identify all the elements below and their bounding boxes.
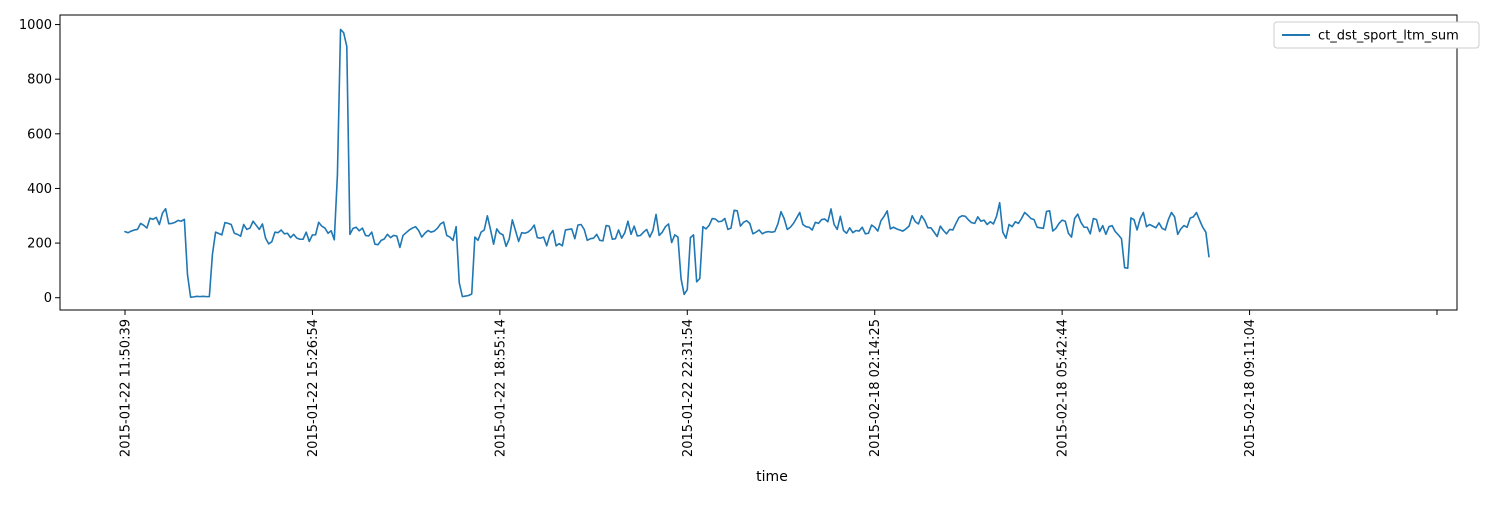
y-tick-label: 0 xyxy=(44,291,52,306)
legend: ct_dst_sport_ltm_sum xyxy=(1274,22,1479,48)
y-tick-label: 200 xyxy=(27,237,52,252)
y-tick-label: 400 xyxy=(27,182,52,197)
y-tick-label: 1000 xyxy=(19,18,52,33)
x-tick-label: 2015-01-22 18:55:14 xyxy=(493,319,508,457)
x-axis: 2015-01-22 11:50:39 2015-01-22 15:26:54 20… xyxy=(119,310,1438,457)
x-tick-label: 2015-01-22 22:31:54 xyxy=(681,319,696,457)
legend-label: ct_dst_sport_ltm_sum xyxy=(1318,29,1459,44)
x-tick-label: 2015-02-18 02:14:25 xyxy=(868,319,883,457)
x-tick-label: 2015-01-22 15:26:54 xyxy=(306,319,321,457)
x-tick-label: 2015-02-18 05:42:44 xyxy=(1056,319,1071,457)
x-tick-label: 2015-01-22 11:50:39 xyxy=(119,319,134,457)
y-tick-label: 600 xyxy=(27,127,52,142)
plot-area xyxy=(60,15,1457,310)
y-tick-label: 800 xyxy=(27,73,52,88)
x-axis-label: time xyxy=(756,469,788,485)
y-axis: 0 200 400 600 800 1000 xyxy=(19,18,60,306)
x-tick-label: 2015-02-18 09:11:04 xyxy=(1243,319,1258,457)
